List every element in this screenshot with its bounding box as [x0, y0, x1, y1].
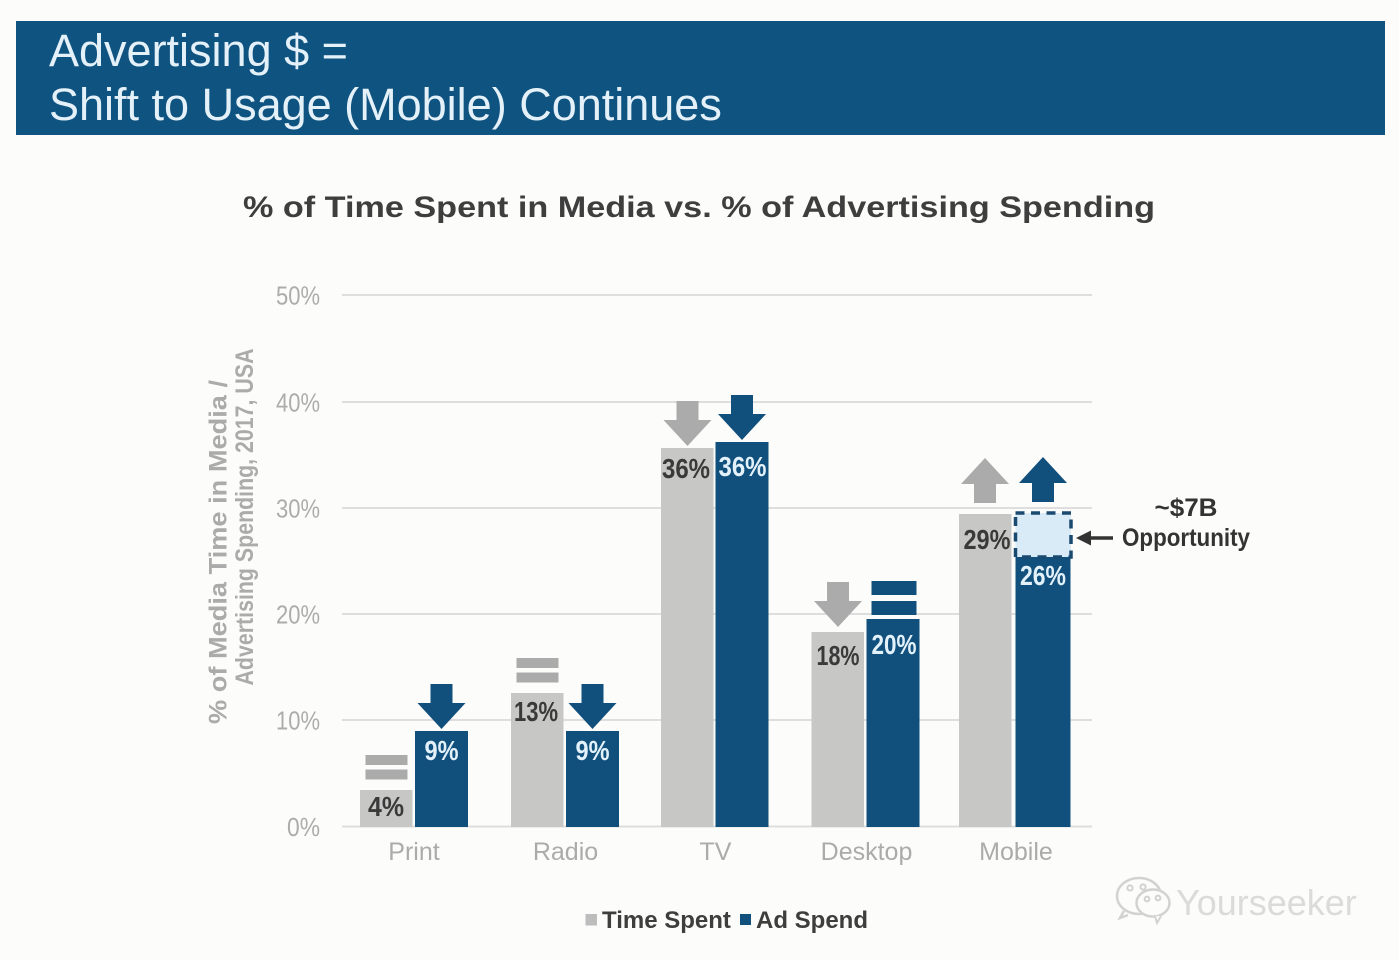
svg-text:30%: 30%: [276, 494, 320, 524]
svg-text:36%: 36%: [719, 451, 767, 482]
svg-text:10%: 10%: [276, 706, 320, 736]
svg-text:20%: 20%: [872, 629, 917, 660]
svg-text:29%: 29%: [964, 524, 1011, 555]
svg-text:Time Spent: Time Spent: [602, 907, 731, 934]
svg-text:~$7B: ~$7B: [1155, 494, 1218, 522]
svg-text:Advertising Spending, 2017, US: Advertising Spending, 2017, USA: [231, 349, 259, 686]
svg-text:4%: 4%: [368, 791, 404, 822]
svg-text:Advertising $ =: Advertising $ =: [49, 25, 348, 76]
svg-text:Opportunity: Opportunity: [1122, 524, 1250, 552]
svg-text:13%: 13%: [514, 696, 558, 727]
svg-text:36%: 36%: [662, 453, 710, 484]
svg-text:9%: 9%: [425, 735, 459, 766]
svg-text:Radio: Radio: [533, 838, 598, 866]
svg-text:Desktop: Desktop: [821, 838, 913, 866]
svg-text:Ad Spend: Ad Spend: [756, 907, 868, 934]
svg-text:18%: 18%: [817, 640, 860, 671]
svg-text:Yourseeker: Yourseeker: [1176, 882, 1357, 923]
svg-text:20%: 20%: [276, 600, 320, 630]
svg-text:TV: TV: [700, 838, 732, 866]
svg-text:9%: 9%: [576, 735, 610, 766]
svg-text:Shift to Usage (Mobile) Contin: Shift to Usage (Mobile) Continues: [49, 79, 722, 130]
svg-text:0%: 0%: [287, 812, 320, 842]
svg-text:Print: Print: [388, 838, 439, 866]
svg-text:26%: 26%: [1020, 560, 1066, 591]
svg-text:50%: 50%: [276, 281, 320, 311]
svg-text:% of Time Spent in Media vs. %: % of Time Spent in Media vs. % of Advert…: [243, 191, 1155, 224]
svg-text:40%: 40%: [276, 388, 320, 418]
svg-text:Mobile: Mobile: [979, 838, 1053, 866]
svg-text:% of Media Time in Media /: % of Media Time in Media /: [205, 380, 233, 724]
